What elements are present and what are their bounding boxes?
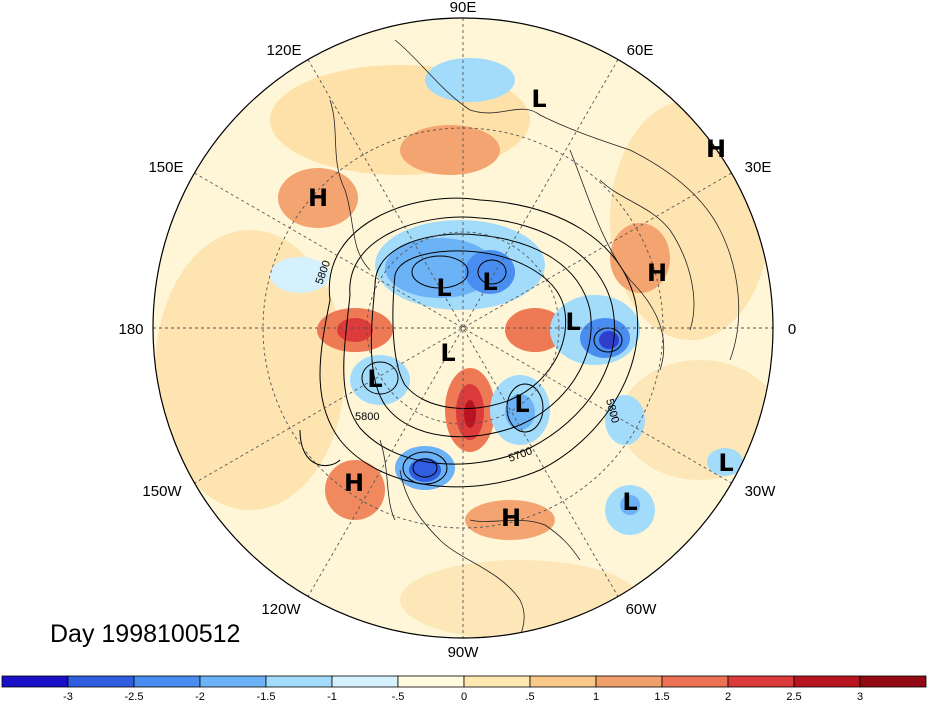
pressure-center-high: H bbox=[706, 135, 726, 163]
lon-label-180: 180 bbox=[118, 321, 143, 338]
colorbar-tick-label: -1 bbox=[327, 691, 337, 702]
colorbar-box bbox=[463, 675, 531, 688]
lon-label-120e: 120E bbox=[266, 42, 301, 59]
lon-label-60w: 60W bbox=[626, 601, 658, 618]
lon-label-150w: 150W bbox=[142, 483, 182, 500]
colorbar-box bbox=[199, 675, 267, 688]
pressure-center-low: L bbox=[436, 274, 451, 302]
colorbar-tick-label: -2 bbox=[195, 691, 205, 702]
lon-label-120w: 120W bbox=[261, 601, 301, 618]
colorbar: -3 -2.5 -2 -1.5 -1 -.5 0 .5 1 1.5 2 2.5 3 bbox=[1, 675, 927, 702]
pressure-center-high: H bbox=[344, 469, 364, 497]
colorbar-box bbox=[331, 675, 399, 688]
pressure-center-high: H bbox=[647, 259, 667, 287]
colorbar-tick-label: -1.5 bbox=[257, 691, 276, 702]
lon-label-30w: 30W bbox=[745, 483, 777, 500]
pressure-center-low: L bbox=[482, 268, 497, 296]
map-boundary bbox=[152, 17, 774, 639]
pressure-center-low: L bbox=[514, 390, 529, 418]
colorbar-box bbox=[529, 675, 597, 688]
colorbar-box bbox=[595, 675, 663, 688]
day-title: Day 1998100512 bbox=[50, 620, 241, 648]
lon-label-150e: 150E bbox=[148, 159, 183, 176]
lon-label-60e: 60E bbox=[627, 42, 654, 59]
colorbar-box bbox=[793, 675, 861, 688]
colorbar-tick-label: 1 bbox=[593, 691, 599, 702]
pressure-center-low: L bbox=[531, 85, 546, 113]
colorbar-tick-label: 2 bbox=[725, 691, 731, 702]
pressure-center-low: L bbox=[367, 365, 382, 393]
colorbar-box bbox=[67, 675, 135, 688]
height-contours bbox=[299, 197, 639, 488]
pressure-center-low: L bbox=[622, 488, 637, 516]
lon-label-90w: 90W bbox=[448, 644, 480, 661]
lon-label-30e: 30E bbox=[745, 159, 772, 176]
anomaly-field bbox=[153, 18, 773, 638]
pressure-center-high: H bbox=[501, 504, 521, 532]
pressure-center-high: H bbox=[308, 184, 328, 212]
colorbar-tick-label: 2.5 bbox=[786, 691, 801, 702]
colorbar-tick-label: .5 bbox=[525, 691, 534, 702]
colorbar-box bbox=[1, 675, 69, 688]
pressure-center-low: L bbox=[440, 339, 455, 367]
colorbar-boxes bbox=[1, 675, 927, 688]
colorbar-tick-label: 3 bbox=[857, 691, 863, 702]
colorbar-box bbox=[859, 675, 927, 688]
pressure-center-low: L bbox=[565, 308, 580, 336]
colorbar-tick-label: -.5 bbox=[392, 691, 405, 702]
coastlines bbox=[329, 39, 740, 638]
colorbar-tick-label: 1.5 bbox=[654, 691, 669, 702]
contour-label: 5800 bbox=[355, 411, 379, 423]
polar-stereographic-map: 90E 120E 60E 150E 30E 180 0 150W 30W 120… bbox=[118, 0, 796, 661]
graticule bbox=[153, 18, 773, 638]
colorbar-box bbox=[397, 675, 465, 688]
pressure-center-low: L bbox=[718, 449, 733, 477]
colorbar-tick-label: 0 bbox=[461, 691, 467, 702]
colorbar-box bbox=[133, 675, 201, 688]
colorbar-tick-label: -2.5 bbox=[125, 691, 144, 702]
colorbar-box bbox=[661, 675, 729, 688]
colorbar-ticks: -3 -2.5 -2 -1.5 -1 -.5 0 .5 1 1.5 2 2.5 3 bbox=[63, 691, 863, 702]
colorbar-box bbox=[727, 675, 795, 688]
colorbar-box bbox=[265, 675, 333, 688]
lon-label-90e: 90E bbox=[450, 0, 477, 16]
lon-label-0: 0 bbox=[788, 321, 796, 338]
colorbar-tick-label: -3 bbox=[63, 691, 73, 702]
